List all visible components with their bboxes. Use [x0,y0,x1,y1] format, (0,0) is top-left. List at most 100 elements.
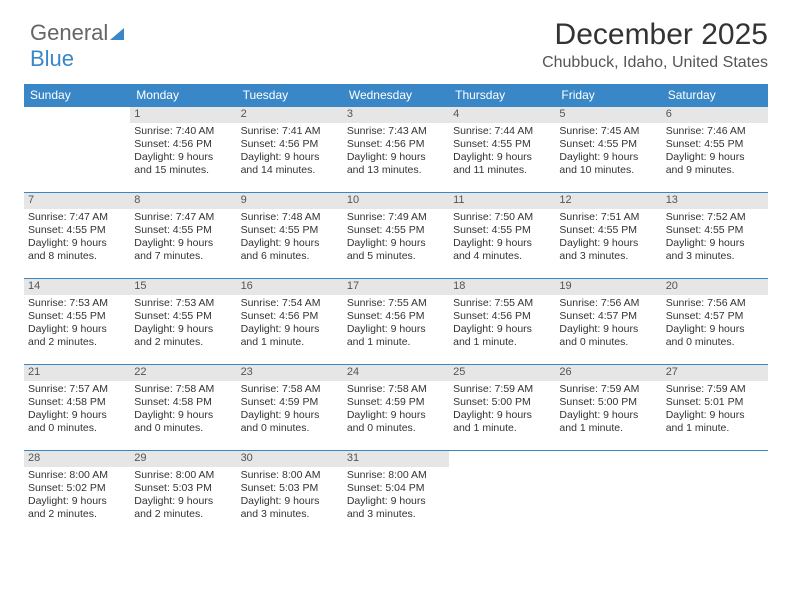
sunset-text: Sunset: 5:00 PM [453,396,551,409]
sunrise-text: Sunrise: 7:57 AM [28,383,126,396]
calendar-day-cell: 29Sunrise: 8:00 AMSunset: 5:03 PMDayligh… [130,451,236,537]
day-number: 3 [343,107,449,123]
daylight-text: Daylight: 9 hours and 1 minute. [453,323,551,349]
day-number: 14 [24,279,130,295]
day-number: 12 [555,193,661,209]
calendar-day-cell: 17Sunrise: 7:55 AMSunset: 4:56 PMDayligh… [343,279,449,365]
calendar-day-cell: 13Sunrise: 7:52 AMSunset: 4:55 PMDayligh… [662,193,768,279]
sunrise-text: Sunrise: 7:45 AM [559,125,657,138]
sunrise-text: Sunrise: 7:58 AM [134,383,232,396]
calendar-day-cell: 22 Sunrise: 7:58 AMSunset: 4:58 PMDayligh… [130,365,236,451]
calendar-day-cell: 18Sunrise: 7:55 AMSunset: 4:56 PMDayligh… [449,279,555,365]
daylight-text: Daylight: 9 hours and 13 minutes. [347,151,445,177]
sunset-text: Sunset: 4:59 PM [241,396,339,409]
sunrise-text: Sunrise: 7:53 AM [134,297,232,310]
sunrise-text: Sunrise: 7:52 AM [666,211,764,224]
weekday-header: Wednesday [343,84,449,107]
sunrise-text: Sunrise: 7:48 AM [241,211,339,224]
calendar-week-row: 1Sunrise: 7:40 AMSunset: 4:56 PMDaylight… [24,107,768,193]
sunset-text: Sunset: 4:56 PM [241,138,339,151]
day-number: 21 [24,365,130,381]
calendar-week-row: 14 Sunrise: 7:53 AM Sunset: 4:55 PM Dayligh… [24,279,768,365]
weekday-header: Friday [555,84,661,107]
calendar-day-cell: 4Sunrise: 7:44 AMSunset: 4:55 PMDaylight… [449,107,555,193]
brand-part2: Blue [30,46,74,71]
daylight-text: Daylight: 9 hours and 3 minutes. [666,237,764,263]
sunrise-text: Sunrise: 7:55 AM [347,297,445,310]
calendar-day-cell: 23Sunrise: 7:58 AMSunset: 4:59 PMDayligh… [237,365,343,451]
daylight-text: Daylight: 9 hours and 0 minutes. [134,409,232,435]
calendar-day-cell: 2Sunrise: 7:41 AMSunset: 4:56 PMDaylight… [237,107,343,193]
daylight-text: Daylight: 9 hours and 10 minutes. [559,151,657,177]
sunset-text: Sunset: 4:55 PM [241,224,339,237]
sunset-text: Sunset: 4:55 PM [28,310,126,323]
calendar-day-cell: 28Sunrise: 8:00 AMSunset: 5:02 PMDayligh… [24,451,130,537]
sunset-text: Sunset: 4:55 PM [134,224,232,237]
daylight-text: Daylight: 9 hours and 15 minutes. [134,151,232,177]
sunset-text: Sunset: 4:55 PM [559,224,657,237]
weekday-header: Monday [130,84,236,107]
calendar-day-cell: 6Sunrise: 7:46 AMSunset: 4:55 PMDaylight… [662,107,768,193]
sunset-text: Sunset: 4:56 PM [453,310,551,323]
weekday-header: Thursday [449,84,555,107]
calendar-day-cell: 25Sunrise: 7:59 AMSunset: 5:00 PMDayligh… [449,365,555,451]
sunset-text: Sunset: 5:02 PM [28,482,126,495]
calendar-day-cell [449,451,555,537]
month-title: December 2025 [24,18,768,52]
sunset-text: Sunset: 4:59 PM [347,396,445,409]
calendar-day-cell: 11Sunrise: 7:50 AMSunset: 4:55 PMDayligh… [449,193,555,279]
calendar-day-cell: 19Sunrise: 7:56 AMSunset: 4:57 PMDayligh… [555,279,661,365]
calendar-day-cell: 1Sunrise: 7:40 AMSunset: 4:56 PMDaylight… [130,107,236,193]
title-block: December 2025 Chubbuck, Idaho, United St… [24,18,768,72]
day-number: 20 [662,279,768,295]
calendar-day-cell: 9 Sunrise: 7:48 AMSunset: 4:55 PMDaylight… [237,193,343,279]
day-number: 9 [237,193,343,209]
calendar-week-row: 28Sunrise: 8:00 AMSunset: 5:02 PMDayligh… [24,451,768,537]
daylight-text: Daylight: 9 hours and 1 minute. [241,323,339,349]
calendar-day-cell: 21Sunrise: 7:57 AMSunset: 4:58 PMDayligh… [24,365,130,451]
daylight-text: Daylight: 9 hours and 0 minutes. [347,409,445,435]
brand-part1: General [30,20,108,45]
daylight-text: Daylight: 9 hours and 0 minutes. [559,323,657,349]
day-number: 26 [555,365,661,381]
daylight-text: Daylight: 9 hours and 3 minutes. [241,495,339,521]
sunrise-text: Sunrise: 8:00 AM [28,469,126,482]
sunrise-text: Sunrise: 7:46 AM [666,125,764,138]
sunrise-text: Sunrise: 7:50 AM [453,211,551,224]
day-number: 8 [130,193,236,209]
sunset-text: Sunset: 4:58 PM [134,396,232,409]
sunrise-text: Sunrise: 7:56 AM [559,297,657,310]
day-number: 22 [130,365,236,381]
weekday-header: Tuesday [237,84,343,107]
day-number: 17 [343,279,449,295]
calendar-day-cell: 10Sunrise: 7:49 AMSunset: 4:55 PMDayligh… [343,193,449,279]
sunset-text: Sunset: 4:56 PM [347,310,445,323]
calendar-table: SundayMondayTuesdayWednesdayThursdayFrid… [24,84,768,537]
sunset-text: Sunset: 4:57 PM [559,310,657,323]
sunset-text: Sunset: 4:56 PM [241,310,339,323]
daylight-text: Daylight: 9 hours and 0 minutes. [28,409,126,435]
calendar-day-cell: 26Sunrise: 7:59 AMSunset: 5:00 PMDayligh… [555,365,661,451]
daylight-text: Daylight: 9 hours and 1 minute. [666,409,764,435]
logo-triangle-icon [110,28,124,40]
day-number: 1 [130,107,236,123]
calendar-day-cell: 5Sunrise: 7:45 AMSunset: 4:55 PMDaylight… [555,107,661,193]
sunrise-text: Sunrise: 7:43 AM [347,125,445,138]
day-number: 31 [343,451,449,467]
sunset-text: Sunset: 4:55 PM [666,138,764,151]
calendar-day-cell [662,451,768,537]
daylight-text: Daylight: 9 hours and 9 minutes. [666,151,764,177]
day-number: 10 [343,193,449,209]
sunset-text: Sunset: 4:56 PM [347,138,445,151]
sunset-text: Sunset: 4:55 PM [347,224,445,237]
sunset-text: Sunset: 4:56 PM [134,138,232,151]
day-number: 27 [662,365,768,381]
daylight-text: Daylight: 9 hours and 1 minute. [453,409,551,435]
calendar-day-cell: 24Sunrise: 7:58 AMSunset: 4:59 PMDayligh… [343,365,449,451]
daylight-text: Daylight: 9 hours and 2 minutes. [134,323,232,349]
sunset-text: Sunset: 5:01 PM [666,396,764,409]
day-number: 25 [449,365,555,381]
sunset-text: Sunset: 4:55 PM [559,138,657,151]
sunrise-text: Sunrise: 7:58 AM [347,383,445,396]
daylight-text: Daylight: 9 hours and 6 minutes. [241,237,339,263]
